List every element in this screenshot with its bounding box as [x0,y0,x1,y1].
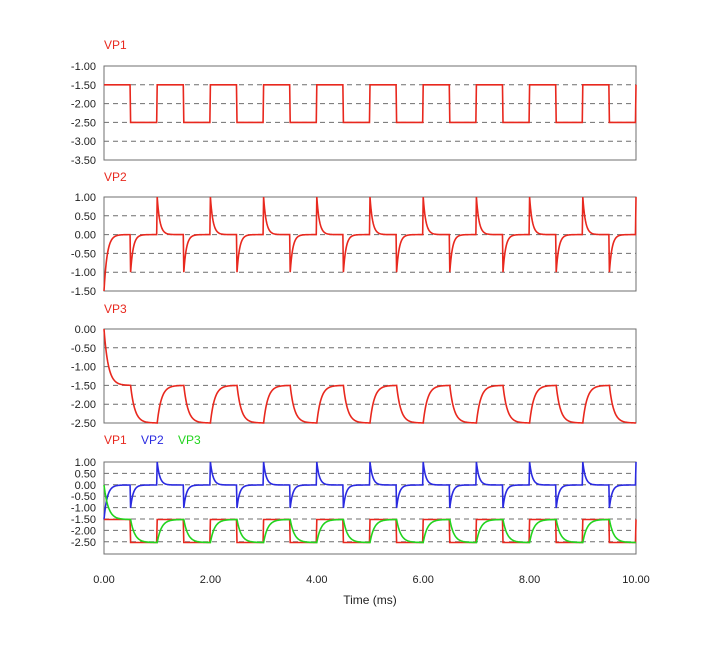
y-tick-label: -2.00 [71,399,96,411]
y-tick-label: -1.50 [71,286,96,298]
y-tick-label: -0.50 [71,491,96,503]
x-tick-label: 2.00 [200,574,221,586]
y-tick-label: -1.00 [71,503,96,515]
legend-entry: VP1 [104,433,127,447]
VP1-trace [104,84,637,124]
y-tick-label: 0.00 [75,230,96,242]
VP2-trace [103,196,637,292]
y-tick-label: -1.00 [71,362,96,374]
y-tick-label: 0.00 [75,324,96,336]
y-tick-label: -2.50 [71,117,96,129]
VP2-trace-combined [103,461,637,520]
y-tick-label: -3.50 [71,155,96,167]
y-tick-label: -1.50 [71,380,96,392]
y-tick-label: -2.00 [71,99,96,111]
x-tick-label: 8.00 [519,574,540,586]
panel-title: VP2 [104,170,127,184]
VP3-trace-combined [103,484,637,544]
y-tick-label: 1.00 [75,192,96,204]
y-tick-label: 0.50 [75,468,96,480]
y-tick-label: 0.50 [75,211,96,223]
y-tick-label: 0.00 [75,480,96,492]
y-tick-label: -0.50 [71,343,96,355]
y-tick-label: -3.00 [71,136,96,148]
legend-entry: VP2 [141,433,164,447]
y-tick-label: -1.00 [71,267,96,279]
y-tick-label: -2.00 [71,525,96,537]
legend-entry: VP3 [178,433,201,447]
y-tick-label: -0.50 [71,248,96,260]
VP3-trace [103,328,637,424]
plot-frame-3 [103,328,637,424]
x-tick-label: 6.00 [412,574,433,586]
panel-title: VP1 [104,38,127,52]
y-tick-label: -1.00 [71,61,96,73]
x-tick-label: 4.00 [306,574,327,586]
panel-title: VP3 [104,302,127,316]
x-tick-label: 10.00 [622,574,650,586]
y-tick-label: -1.50 [71,514,96,526]
x-axis-label: Time (ms) [343,593,397,607]
y-tick-label: -2.50 [71,537,96,549]
y-tick-label: 1.00 [75,457,96,469]
y-tick-label: -1.50 [71,80,96,92]
y-tick-label: -2.50 [71,418,96,430]
x-tick-label: 0.00 [93,574,114,586]
